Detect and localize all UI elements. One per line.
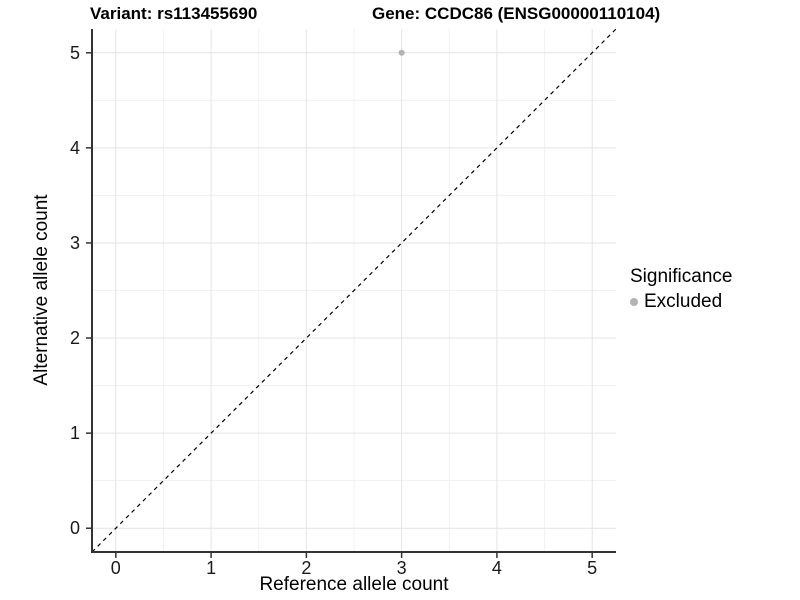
legend-item-label: Excluded <box>644 291 723 312</box>
x-axis-title: Reference allele count <box>259 574 449 595</box>
y-tick-label: 0 <box>69 518 80 539</box>
legend: Significance Excluded <box>630 266 732 313</box>
legend-item-excluded: Excluded <box>630 291 732 313</box>
legend-key-dot <box>630 298 638 306</box>
y-axis-title: Alternative allele count <box>31 194 52 386</box>
plot-title-variant: Variant: rs113455690 <box>90 4 258 23</box>
y-tick-label: 1 <box>69 423 80 444</box>
y-tick-label: 3 <box>69 232 80 253</box>
x-tick-label: 1 <box>206 558 217 578</box>
x-tick-label: 4 <box>491 558 502 578</box>
plot-title-gene: Gene: CCDC86 (ENSG00000110104) <box>372 4 661 23</box>
y-tick-label: 4 <box>69 137 80 158</box>
identity-reference-line <box>91 28 617 553</box>
data-point-excluded <box>398 49 405 56</box>
legend-title: Significance <box>630 266 733 287</box>
x-tick-label: 0 <box>110 558 121 578</box>
y-tick-label: 5 <box>69 42 80 63</box>
x-tick-label: 5 <box>587 558 598 578</box>
y-tick-label: 2 <box>69 328 80 349</box>
x-tick-label: 2 <box>301 558 312 578</box>
x-tick-label: 3 <box>396 558 407 578</box>
